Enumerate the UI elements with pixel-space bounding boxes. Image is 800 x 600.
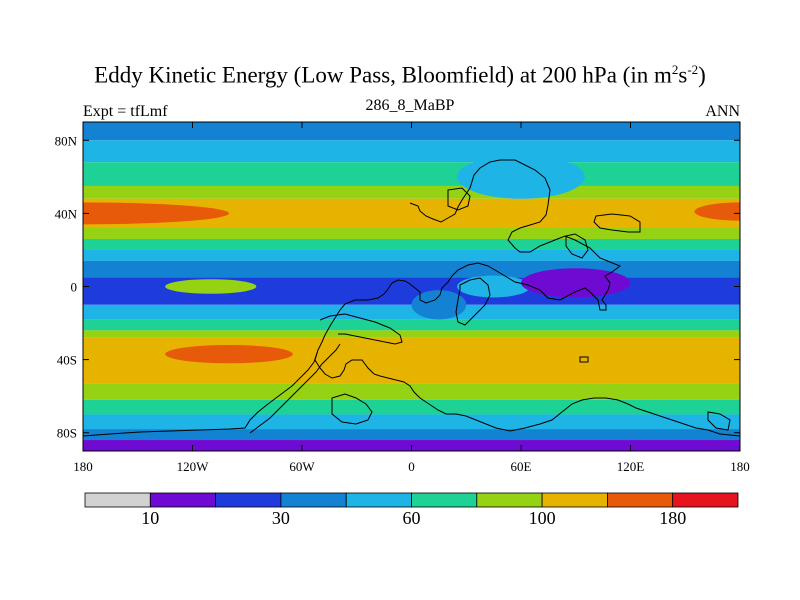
coastline-4 <box>593 213 641 233</box>
coastline-1 <box>249 343 341 434</box>
contour-band-16 <box>83 414 740 430</box>
contour-band-14 <box>83 383 740 400</box>
x-tick-label-5: 120E <box>617 459 645 474</box>
map-field <box>83 122 740 451</box>
contour-region-3 <box>457 275 531 298</box>
x-tick-label-6: 180 <box>730 459 750 474</box>
x-tick-label-1: 120W <box>177 459 210 474</box>
contour-band-8 <box>83 260 740 278</box>
contour-band-12 <box>83 330 740 338</box>
colorbar: 10 30 60 100 180 <box>84 492 739 528</box>
contour-band-15 <box>83 399 740 415</box>
contour-region-1 <box>694 202 740 221</box>
coastline-5 <box>447 187 471 211</box>
colorbar-swatch-3 <box>280 492 347 508</box>
y-tick-label-2: 0 <box>71 280 78 295</box>
coastline-0 <box>83 159 740 451</box>
contour-region-4 <box>521 268 631 298</box>
y-tick-label-1: 40N <box>55 206 78 221</box>
colorbar-label-0: 10 <box>141 508 159 528</box>
contour-region-5 <box>165 344 293 364</box>
colorbar-swatch-1 <box>149 492 217 508</box>
colorbar-label-4: 180 <box>659 508 686 528</box>
x-tick-label-0: 180 <box>73 459 93 474</box>
contour-region-0 <box>83 202 229 225</box>
y-tick-label-0: 80N <box>55 133 78 148</box>
colorbar-swatch-9 <box>672 492 739 508</box>
coastline-8 <box>707 411 731 431</box>
axes: 180 120W 60W 0 60E 120E 180 80N 40N 0 40S 80S <box>55 122 750 474</box>
season-label: ANN <box>705 103 740 120</box>
contour-band-17 <box>83 429 740 441</box>
contour-band-1 <box>83 140 740 163</box>
colorbar-label-2: 60 <box>403 508 421 528</box>
x-tick-label-3: 0 <box>408 459 415 474</box>
y-tick-label-3: 40S <box>57 353 77 368</box>
coastline-7 <box>579 356 589 363</box>
x-tick-label-2: 60W <box>289 459 315 474</box>
y-tick-label-4: 80S <box>57 426 77 441</box>
colorbar-swatch-5 <box>411 492 478 508</box>
contour-band-6 <box>83 238 740 250</box>
contour-band-3 <box>83 185 740 199</box>
colorbar-label-1: 30 <box>272 508 290 528</box>
contour-region-2 <box>165 279 257 294</box>
colorbar-swatch-7 <box>541 492 608 508</box>
colorbar-label-3: 100 <box>529 508 556 528</box>
contour-band-7 <box>83 249 740 261</box>
continent-outline <box>83 159 740 451</box>
experiment-label: Expt = tfLmf <box>83 103 168 120</box>
contour-band-11 <box>83 319 740 331</box>
chart-title: Eddy Kinetic Energy (Low Pass, Bloomfiel… <box>94 62 706 88</box>
contour-band-10 <box>83 304 740 320</box>
colorbar-swatch-4 <box>345 492 412 508</box>
colorbar-swatch-8 <box>607 492 674 508</box>
coastline-2 <box>319 313 403 345</box>
colorbar-swatch-6 <box>476 492 543 508</box>
case-label: 286_8_MaBP <box>365 97 455 114</box>
contour-region-6 <box>457 154 585 199</box>
contour-band-2 <box>83 162 740 186</box>
colorbar-swatch-0 <box>84 492 151 508</box>
coastline-9 <box>331 393 373 425</box>
x-tick-label-4: 60E <box>511 459 532 474</box>
colorbar-swatch-2 <box>215 492 282 508</box>
coastline-6 <box>565 233 589 259</box>
coastline-3 <box>455 277 491 326</box>
contour-band-0 <box>83 122 740 141</box>
contour-region-7 <box>411 290 467 320</box>
contour-band-13 <box>83 337 740 384</box>
contour-band-5 <box>83 228 740 239</box>
